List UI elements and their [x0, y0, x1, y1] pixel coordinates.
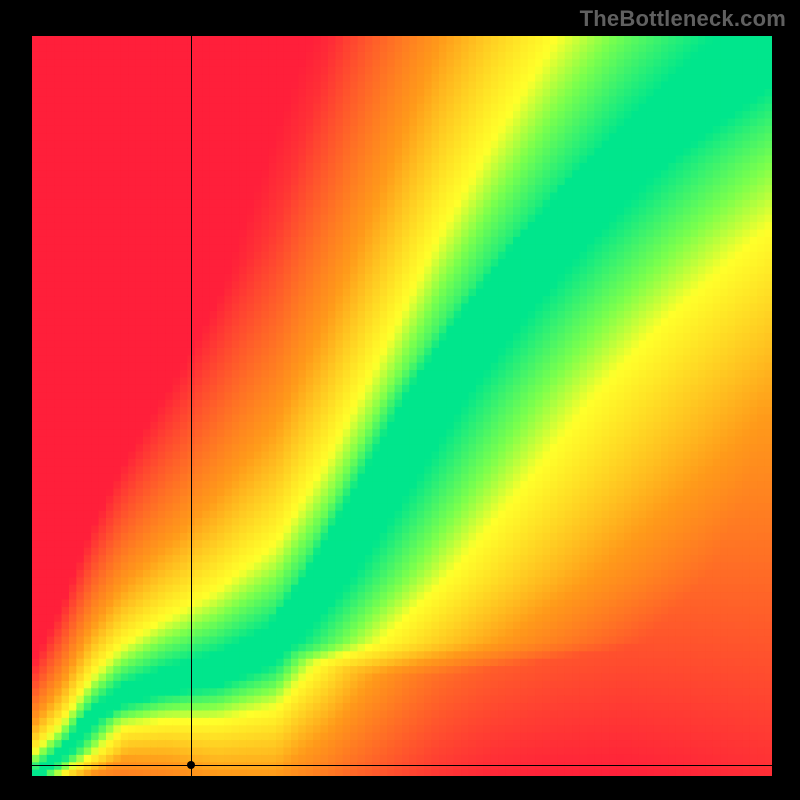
crosshair-marker-dot	[187, 761, 195, 769]
heatmap-chart	[32, 36, 772, 776]
attribution-text: TheBottleneck.com	[580, 6, 786, 32]
crosshair-vertical	[191, 36, 192, 776]
crosshair-horizontal	[32, 765, 772, 766]
heatmap-canvas	[32, 36, 772, 776]
